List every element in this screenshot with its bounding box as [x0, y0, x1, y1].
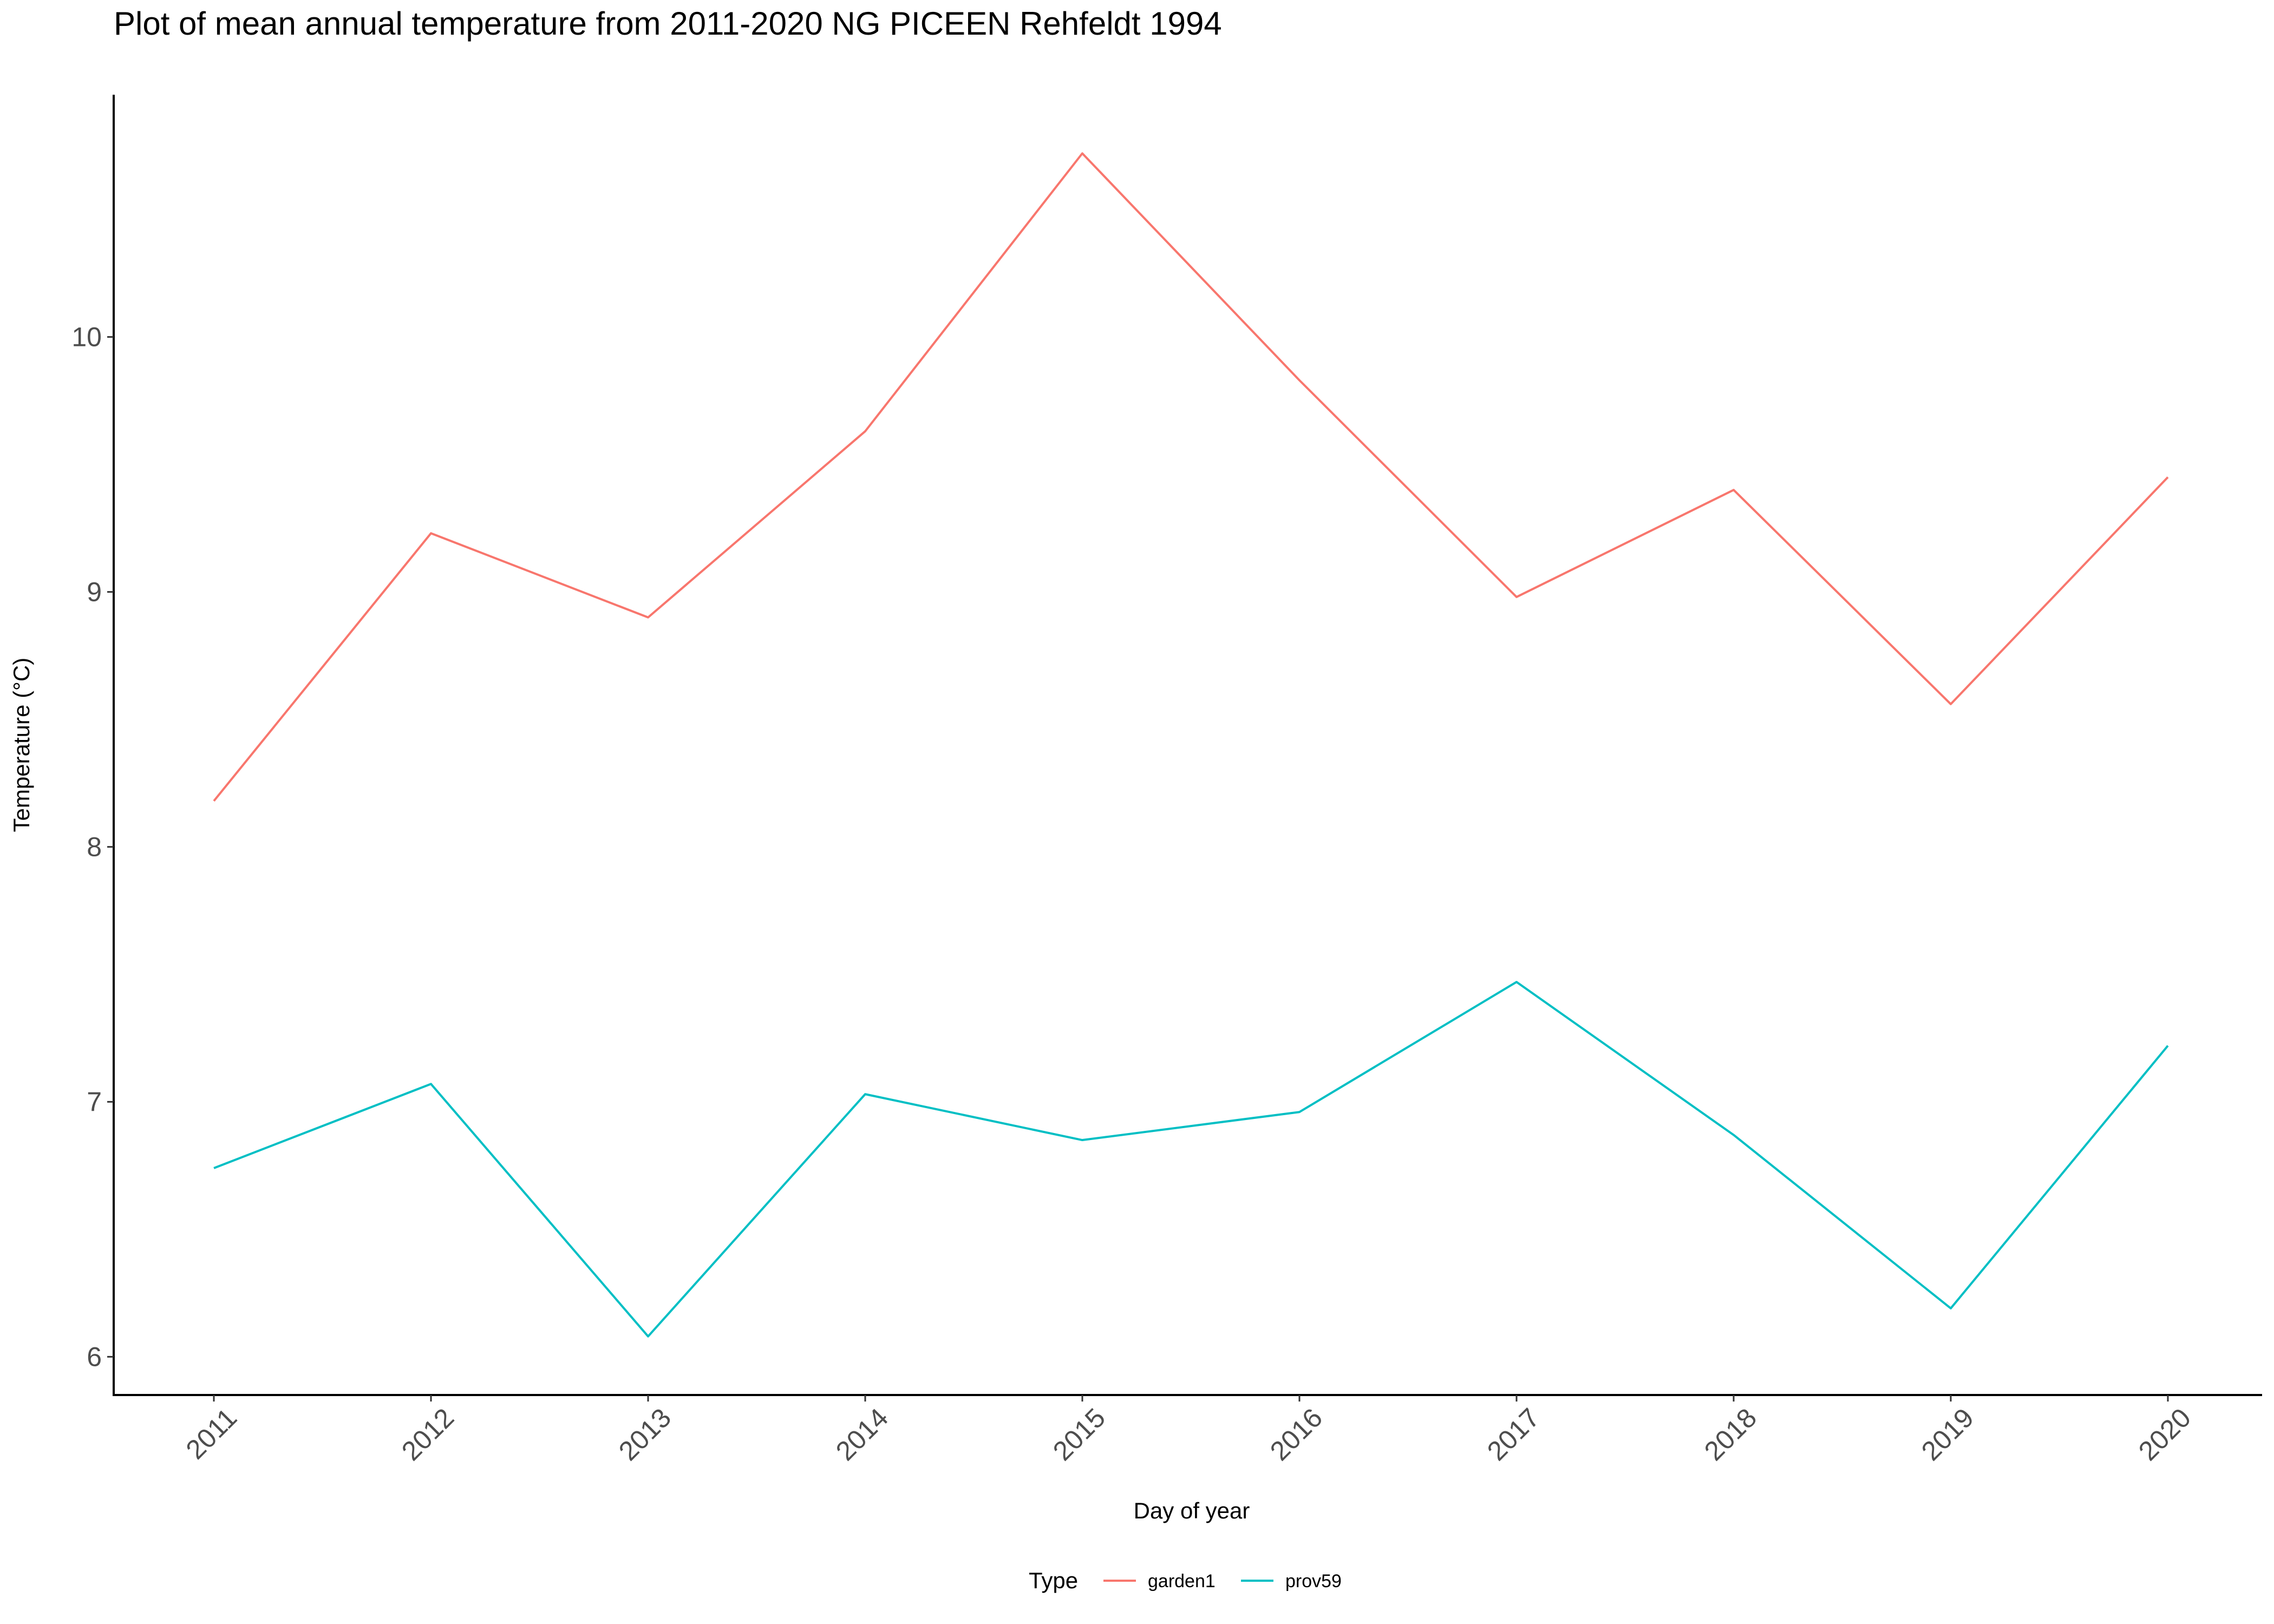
y-tick-label: 10: [71, 322, 102, 352]
series-line-prov59: [213, 981, 2169, 1338]
x-tick-label: 2018: [1698, 1403, 1762, 1466]
x-axis-title: Day of year: [1134, 1498, 1250, 1523]
y-tick-label: 7: [87, 1086, 102, 1117]
chart-title: Plot of mean annual temperature from 201…: [114, 5, 1222, 42]
y-tick-label: 8: [87, 831, 102, 862]
legend-label-prov59: prov59: [1285, 1571, 1342, 1592]
x-tick-label: 2016: [1264, 1403, 1328, 1466]
x-tick-label: 2012: [396, 1403, 460, 1466]
x-tick-label: 2020: [2133, 1403, 2197, 1466]
x-tick-label: 2014: [830, 1403, 894, 1466]
legend: Type garden1 prov59: [1029, 1568, 1342, 1593]
x-tick-label: 2019: [1916, 1403, 1979, 1466]
y-tick-label: 6: [87, 1341, 102, 1372]
series-line-garden1: [213, 152, 2169, 802]
legend-label-garden1: garden1: [1148, 1571, 1216, 1592]
x-tick-label: 2013: [613, 1403, 677, 1466]
y-axis-ticks: 6 7 8 9 10: [71, 322, 114, 1372]
x-tick-label: 2015: [1047, 1403, 1111, 1466]
x-axis-ticks: 2011 2012 2013 2014 2015 2016 2017 2018 2019 2020: [180, 1395, 2197, 1466]
legend-title: Type: [1029, 1568, 1078, 1593]
series-group: [213, 152, 2169, 1338]
x-tick-label: 2017: [1481, 1403, 1545, 1466]
y-tick-label: 9: [87, 577, 102, 607]
y-axis-title: Temperature (°C): [9, 658, 34, 833]
x-tick-label: 2011: [180, 1403, 243, 1465]
